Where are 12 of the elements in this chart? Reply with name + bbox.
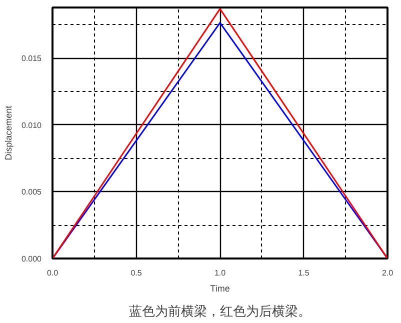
x-tick-label: 1.0: [214, 268, 226, 278]
text: 蓝色为前横梁，红色为后横梁。: [129, 304, 311, 318]
x-tick-label: 2.0: [382, 268, 394, 278]
y-tick-label: 0.000: [21, 254, 42, 264]
x-tick-label: 0.5: [130, 268, 142, 278]
y-tick-label: 0.005: [21, 188, 42, 197]
y-tick-label: 0.010: [21, 120, 42, 130]
y-axis-title: Displacement: [3, 105, 14, 160]
x-tick-label: 0.0: [46, 268, 59, 278]
y-tick-label: 0.015: [21, 54, 42, 64]
x-tick-label: 1.5: [298, 268, 310, 278]
x-axis-title: Time: [210, 284, 230, 294]
